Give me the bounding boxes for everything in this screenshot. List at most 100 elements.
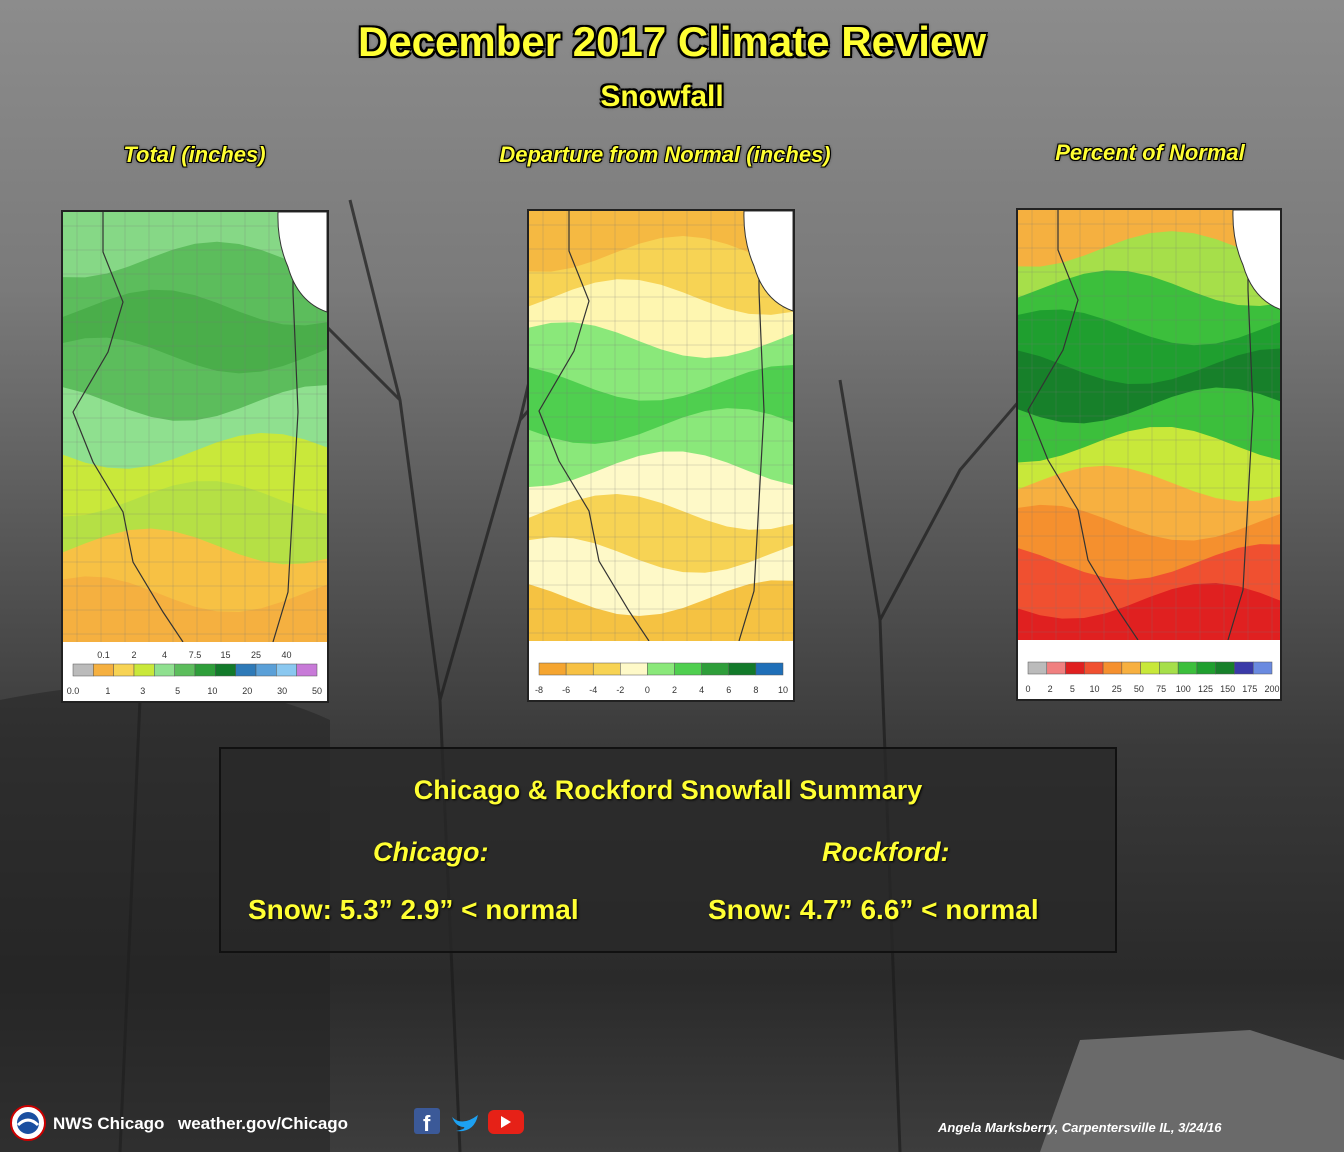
summary-title: Chicago & Rockford Snowfall Summary [413,775,923,805]
legend-swatch [174,663,196,677]
legend-label: 10 [207,686,217,696]
legend-label: 25 [251,650,261,660]
legend-label: 2 [1048,684,1053,694]
legend-label: -8 [535,685,543,695]
city-snow: Snow: 5.3” 2.9” < normal [248,894,579,925]
legend-swatch [1252,661,1273,675]
title: December 2017 Climate Review [357,18,986,65]
legend-swatch [1177,661,1198,675]
legend-swatch [93,663,114,677]
map-region [1018,583,1282,640]
legend-swatch [276,663,297,677]
legend-label: 4 [699,685,704,695]
legend-swatch [1234,661,1254,675]
legend-swatch [1140,661,1160,675]
legend-swatch [620,662,648,676]
map-region [529,580,793,641]
map: 0.0 1 3 5 10 20 30 50 0.1 2 4 7.5 15 25 40 [63,211,328,701]
legend-label: 100 [1176,684,1191,694]
legend-swatch [1027,661,1048,675]
city-snow: Snow: 4.7” 6.6” < normal [708,894,1039,925]
legend-swatch [1102,661,1123,675]
legend-swatch [1215,661,1235,675]
legend-swatch [1065,661,1085,675]
legend-swatch [1121,661,1141,675]
legend-swatch [215,663,236,677]
legend-swatch [592,662,621,676]
facebook-icon[interactable] [414,1108,440,1134]
footer-url[interactable]: weather.gov/Chicago [178,1114,349,1133]
legend-swatch [133,663,155,677]
legend-swatch [72,663,94,677]
subtitle: Snowfall [600,80,724,113]
map-title: Percent of Normal [1055,140,1245,165]
legend-label: 6 [726,685,731,695]
legend-label: 0 [1025,684,1030,694]
social-icons: f [414,1108,524,1136]
legend-swatch [255,663,277,677]
legend-label: 200 [1264,684,1279,694]
nws-logo [10,1105,46,1141]
legend-swatch [755,662,784,676]
legend-label: -2 [616,685,624,695]
legend-swatch [154,663,175,677]
legend-label: 10 [778,685,788,695]
legend-swatch [194,663,216,677]
legend-label: 10 [1090,684,1100,694]
legend-label: 1 [105,686,110,696]
legend-label: 150 [1220,684,1235,694]
map-panel: -8 -6 -4 -2 0 2 4 6 8 10 [527,209,795,702]
legend-swatch [113,663,135,677]
legend-swatch [647,662,675,676]
legend-label: 3 [140,686,145,696]
legend-label: 4 [162,650,167,660]
legend-label: 7.5 [189,650,202,660]
map-title: Departure from Normal (inches) [499,142,831,167]
legend-label: -6 [562,685,570,695]
city-name: Chicago: [373,837,489,867]
legend-swatch [296,663,318,677]
map-title: Total (inches) [123,142,266,167]
map-panel: 0 2 5 10 25 50 75 100 125 150 175 200 [1016,208,1283,701]
city-name: Rockford: [822,837,950,867]
legend-label: 75 [1156,684,1166,694]
map-panel: 0.0 1 3 5 10 20 30 50 0.1 2 4 7.5 15 25 40 [61,210,329,703]
legend-label: 0 [645,685,650,695]
legend-label: 8 [753,685,758,695]
legend-label: 0.1 [97,650,110,660]
lake-michigan [1232,209,1283,311]
legend-swatch [1159,661,1179,675]
legend-swatch [1196,661,1216,675]
legend-swatch [728,662,757,676]
legend-swatch [235,663,257,677]
lake-michigan [277,211,328,313]
legend-swatch [1084,661,1104,675]
map-region [63,576,327,642]
legend-label: -4 [589,685,597,695]
map: -8 -6 -4 -2 0 2 4 6 8 10 [529,210,794,700]
map: 0 2 5 10 25 50 75 100 125 150 175 200 [1018,209,1283,699]
legend-label: 30 [277,686,287,696]
legend-label: 125 [1198,684,1213,694]
legend-swatch [674,662,702,676]
legend-swatch [538,662,567,676]
photo-credit: Angela Marksberry, Carpentersville IL, 3… [938,1120,1222,1135]
footer-org: NWS Chicago [53,1114,165,1133]
legend-label: 0.0 [67,686,80,696]
legend-label: 2 [131,650,136,660]
legend-label: 50 [1134,684,1144,694]
legend-label: 15 [220,650,230,660]
legend-label: 175 [1242,684,1257,694]
twitter-icon[interactable] [452,1115,478,1132]
legend-label: 20 [242,686,252,696]
legend-swatch [565,662,594,676]
lake-michigan [743,210,794,312]
legend-swatch [701,662,730,676]
legend-label: 5 [175,686,180,696]
legend-label: 5 [1070,684,1075,694]
svg-text:f: f [423,1111,431,1136]
legend-swatch [1046,661,1066,675]
legend-label: 2 [672,685,677,695]
legend-label: 25 [1112,684,1122,694]
